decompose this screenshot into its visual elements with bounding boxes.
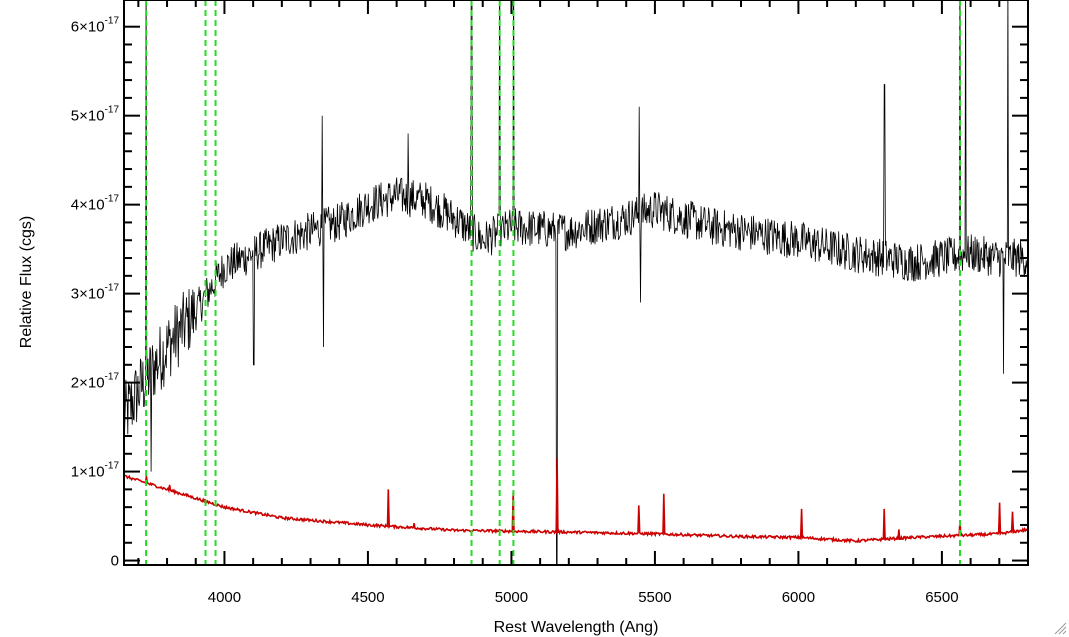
y-tick-label: 4×10-17 — [71, 194, 120, 214]
x-tick-label: 6000 — [782, 589, 815, 606]
axis-ticks — [124, 0, 1029, 565]
y-tick-label: 1×10-17 — [71, 461, 120, 481]
x-tick-label: 5000 — [495, 589, 528, 606]
y-tick-labels: 0 1×10-17 2×10-17 3×10-17 4×10-17 5×10-17 6×10… — [71, 16, 120, 570]
x-tick-label: 4000 — [208, 589, 241, 606]
red-spectrum-line — [124, 458, 1028, 544]
resize-grip-icon[interactable] — [1053, 621, 1067, 635]
black-spectrum-line — [124, 0, 1028, 565]
y-axis-title: Relative Flux (cgs) — [18, 216, 35, 348]
x-tick-label: 4500 — [351, 589, 384, 606]
x-tick-label: 6500 — [925, 589, 958, 606]
y-tick-label: 6×10-17 — [71, 16, 120, 36]
y-tick-label: 5×10-17 — [71, 105, 120, 125]
y-tick-label: 0 — [111, 553, 119, 570]
series-layer — [124, 0, 1028, 565]
emission-line-markers — [145, 0, 961, 565]
plot-frame — [123, 0, 1029, 566]
x-tick-labels: 4000 4500 5000 5500 6000 6500 — [208, 589, 959, 606]
y-tick-label: 3×10-17 — [71, 283, 120, 303]
y-tick-label: 2×10-17 — [71, 372, 120, 392]
x-axis-title: Rest Wavelength (Ang) — [494, 619, 659, 636]
x-tick-label: 5500 — [638, 589, 671, 606]
